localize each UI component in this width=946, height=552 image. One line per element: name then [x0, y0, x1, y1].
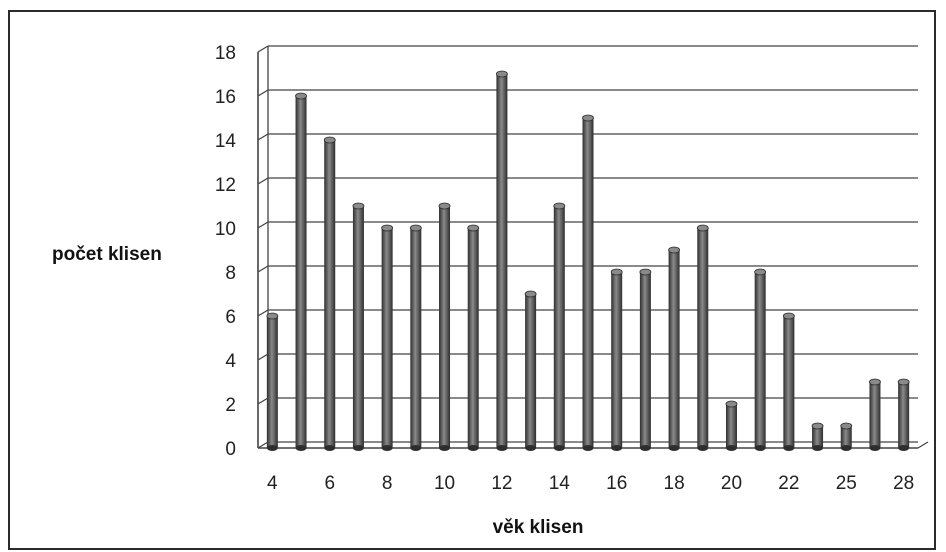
- x-tick-label: 18: [664, 473, 685, 494]
- x-tick-label: 25: [836, 473, 857, 494]
- bar-8: [381, 224, 394, 451]
- bar-28: [897, 378, 910, 451]
- y-tick-label: 14: [215, 131, 237, 152]
- gridline-connector-12: [257, 177, 269, 185]
- gridline-connector-10: [257, 221, 269, 229]
- x-axis-title: věk klisen: [493, 517, 584, 538]
- bar-20: [725, 400, 738, 451]
- y-tick-label: 10: [215, 219, 236, 240]
- gridline-connector-0: [257, 441, 269, 449]
- bar-9: [409, 224, 422, 451]
- bar-21: [754, 268, 767, 451]
- bar-5: [295, 92, 307, 451]
- gridline-connector-14: [257, 133, 269, 141]
- bar-18: [668, 246, 680, 451]
- x-tick-label: 14: [549, 473, 571, 494]
- gridline-connector-2: [257, 397, 269, 405]
- gridline-connector-16: [257, 89, 269, 97]
- y-tick-labels: 0 2 4 6 8 10 12 14 16 18: [215, 43, 237, 460]
- x-tick-label: 10: [434, 473, 455, 494]
- x-tick-label: 22: [778, 473, 799, 494]
- bar-14: [553, 202, 566, 451]
- y-tick-label: 4: [225, 351, 236, 372]
- bar-22: [782, 312, 795, 451]
- x-tick-label: 16: [606, 473, 627, 494]
- y-tick-label: 6: [225, 307, 236, 328]
- y-tick-label: 8: [225, 263, 236, 284]
- x-tick-label: 12: [491, 473, 512, 494]
- bars: [266, 70, 910, 451]
- x-tick-label: 4: [267, 473, 278, 494]
- bar-12: [496, 70, 508, 451]
- y-tick-label: 18: [215, 43, 236, 64]
- gridline-connector-8: [257, 265, 269, 273]
- y-axis-title: počet klisen: [52, 244, 162, 265]
- bar-6: [323, 136, 336, 451]
- bar-25: [840, 422, 853, 451]
- gridline-connector-4: [257, 353, 269, 361]
- x-tick-label: 28: [893, 473, 914, 494]
- gridline-connector-18: [257, 45, 269, 53]
- gridline-connector-6: [257, 309, 269, 317]
- x-tick-label: 20: [721, 473, 742, 494]
- bar-10: [438, 202, 451, 451]
- floor-edge: [917, 441, 929, 449]
- bar-15: [582, 114, 594, 451]
- bar-17: [639, 268, 652, 451]
- bar-16: [610, 268, 623, 451]
- y-tick-label: 2: [225, 395, 236, 416]
- bar-7: [352, 202, 365, 451]
- bar-4: [266, 312, 279, 451]
- x-tick-label: 8: [382, 473, 393, 494]
- bar-19: [696, 224, 709, 451]
- x-tick-labels: 4 6 8 10 12 14 16 18 20 22 25 28: [267, 473, 914, 494]
- y-tick-label: 0: [225, 439, 236, 460]
- y-tick-label: 16: [215, 87, 236, 108]
- x-tick-label: 6: [324, 473, 335, 494]
- y-tick-label: 12: [215, 175, 236, 196]
- bar-11: [467, 224, 480, 451]
- bar-27: [869, 378, 881, 451]
- bar-13: [524, 290, 537, 451]
- bar-24: [811, 422, 824, 451]
